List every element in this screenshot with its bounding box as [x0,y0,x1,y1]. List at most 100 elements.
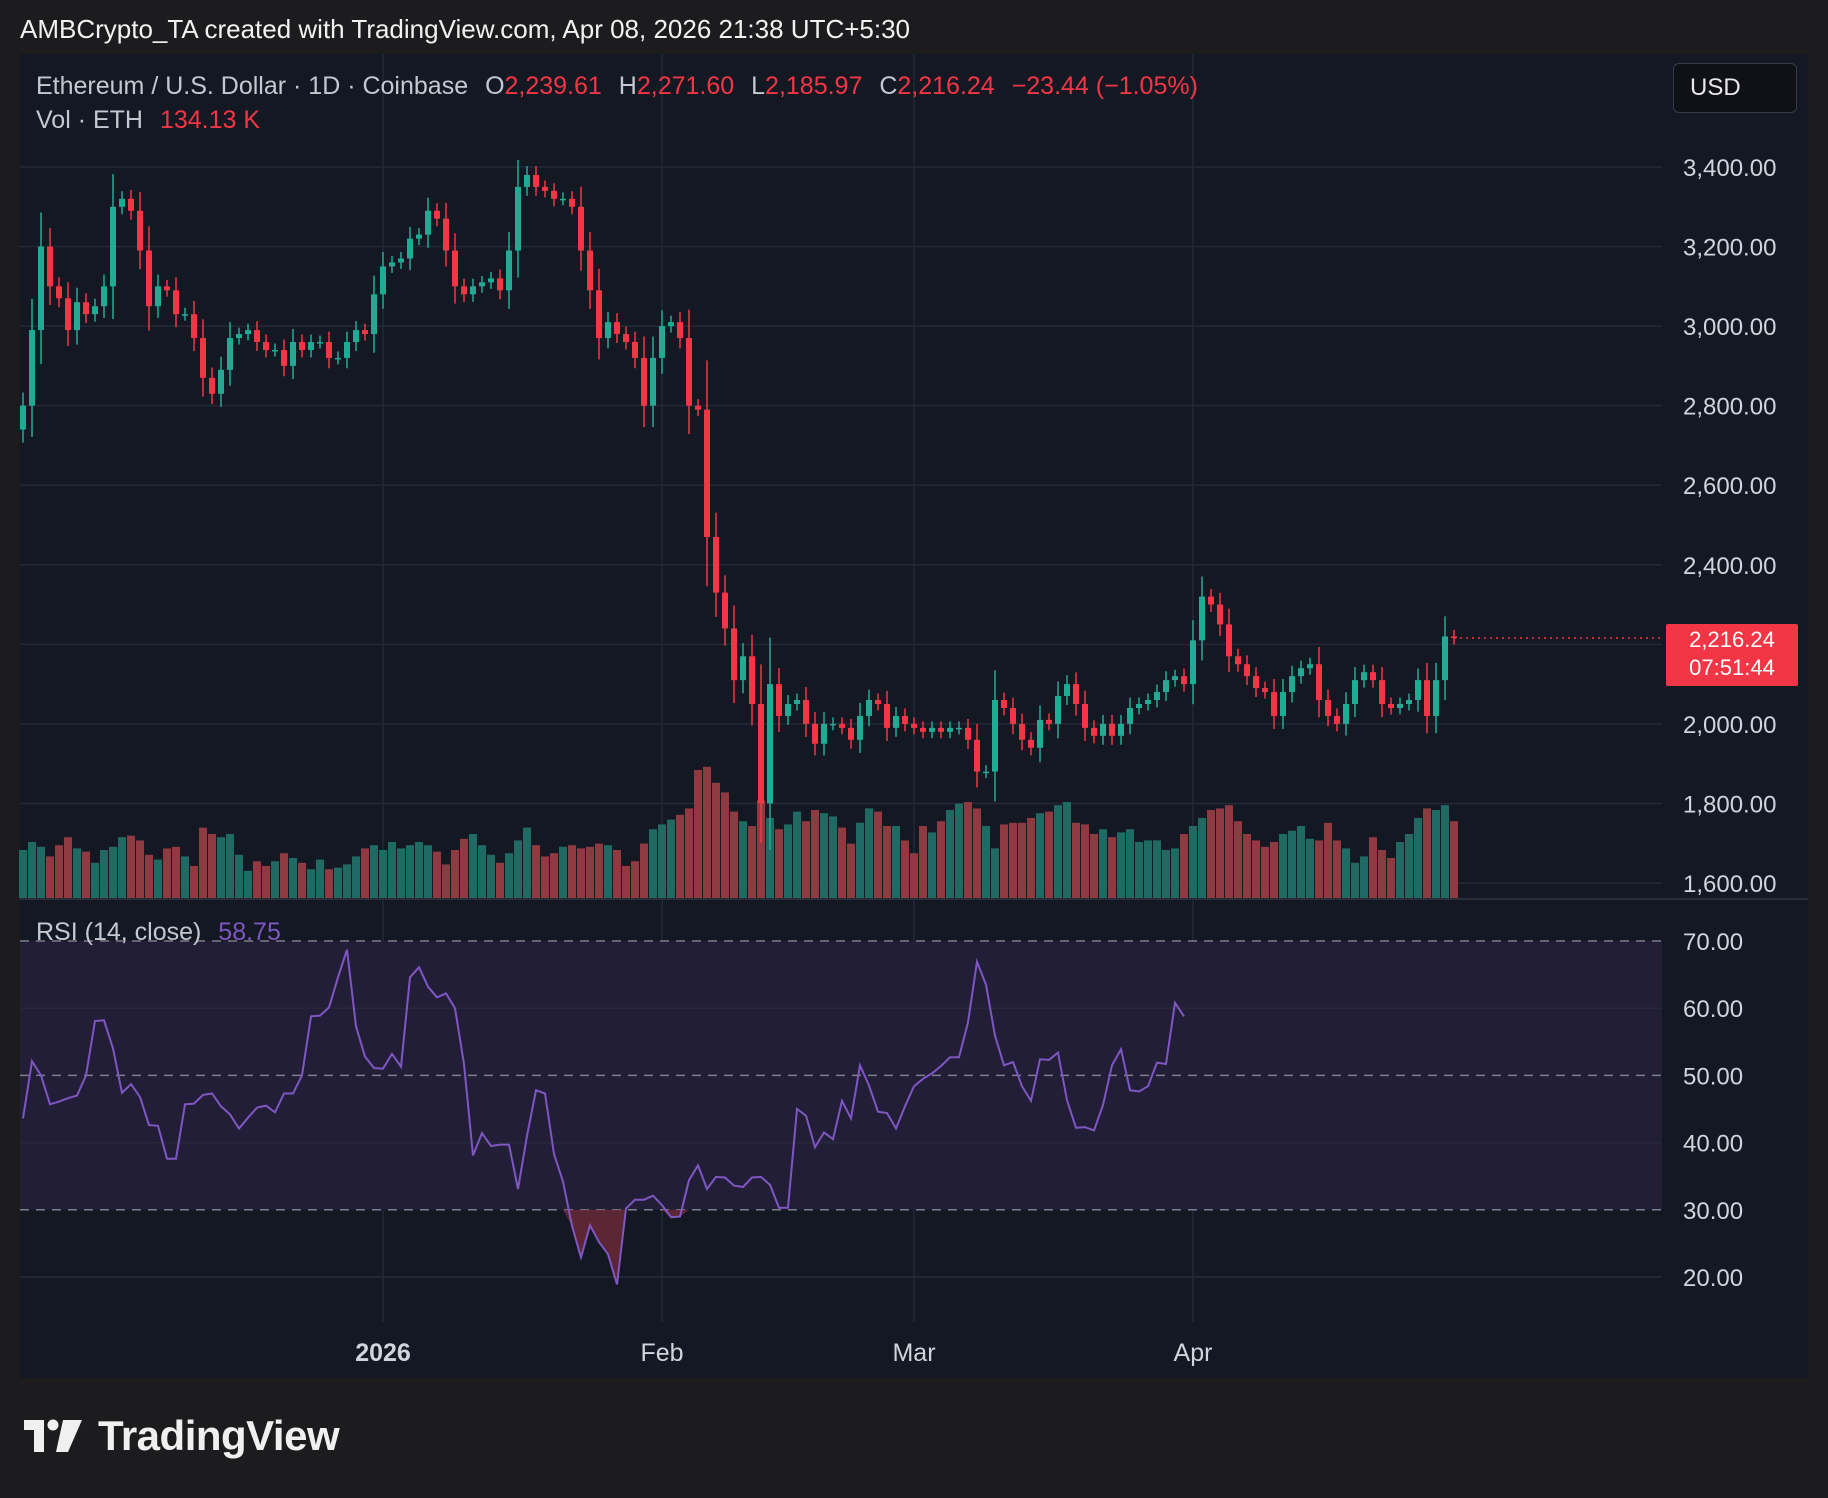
volume-bar [469,834,477,898]
candle-body [632,342,638,358]
candle-body [1190,640,1196,685]
candle-body [1001,700,1007,708]
volume-bar [1414,818,1422,898]
candle-body [155,286,161,307]
rsi-legend: RSI (14, close) 58.75 [36,918,281,947]
candle-body [902,715,908,724]
candle-body [821,723,827,744]
candle-body [1280,692,1286,716]
rsi-label[interactable]: RSI (14, close) [36,918,202,946]
candle-body [605,322,611,339]
volume-bar [1099,829,1107,898]
volume-bar [1162,850,1170,898]
candle-body [317,342,323,344]
volume-bar [82,851,90,898]
candle-body [29,330,35,406]
candle-body [407,238,413,259]
candle-body [686,338,692,406]
volume-bar [289,858,297,898]
volume-bar [1333,840,1341,898]
volume-bar [712,782,720,898]
volume-bar [1027,818,1035,898]
candle-body [1433,680,1439,716]
volume-bar [1360,856,1368,898]
volume-bar [955,803,963,898]
currency-button[interactable]: USD [1673,63,1797,113]
volume-bar [883,826,891,898]
price-tick-label: 3,400.00 [1683,155,1776,182]
candle-body [452,250,458,287]
candle-body [839,723,845,728]
volume-bar [1054,805,1062,898]
volume-bar [1000,824,1008,898]
candle-body [542,186,548,191]
candle-body [1289,676,1295,693]
candle-body [893,715,899,728]
candle-body [83,302,89,315]
volume-bar [865,808,873,898]
candle-body [92,306,98,315]
candle-body [128,198,134,211]
candle-body [812,723,818,744]
candle-body [1262,688,1268,693]
candle-body [218,369,224,394]
candle-body [272,349,278,352]
candle-body [1442,636,1448,681]
volume-bar [1432,810,1440,898]
volume-bar [721,792,729,898]
volume-bar [379,850,387,898]
volume-bar [199,827,207,898]
volume-bar [856,822,864,898]
volume-bar [1090,834,1098,898]
candle-body [1217,604,1223,625]
volume-bar [667,819,675,898]
volume-bar [793,811,801,898]
volume-bar [919,826,927,898]
volume-bar [127,835,135,898]
candle-body [1091,727,1097,736]
tradingview-logo-icon [24,1419,82,1452]
tradingview-brand[interactable]: TradingView [22,1412,340,1460]
candle-body [416,234,422,239]
volume-bar [1072,822,1080,898]
volume-bar [1153,840,1161,898]
volume-value: 134.13 K [159,106,261,134]
symbol-title[interactable]: Ethereum / U.S. Dollar · 1D · Coinbase [36,72,469,100]
candle-body [1325,700,1331,716]
volume-bar [640,843,648,898]
volume-bar [829,816,837,898]
candle-body [1145,700,1151,704]
volume-bar [568,845,576,898]
candle-body [1199,596,1205,641]
candle-body [722,592,728,629]
candle-body [929,727,935,732]
volume-label[interactable]: Vol · ETH [36,106,143,134]
volume-legend: Vol · ETH 134.13 K [36,106,260,135]
volume-bar [1351,862,1359,898]
candle-body [785,704,791,716]
candle-body [596,290,602,339]
volume-bar [658,824,666,898]
volume-bar [1018,822,1026,898]
volume-bar [307,869,315,898]
candle-body [1208,596,1214,605]
volume-bar [1324,822,1332,898]
candle-body [992,700,998,772]
candle-body [1406,700,1412,704]
volume-bar [559,846,567,898]
volume-bar [847,843,855,898]
candle-body [1010,707,1016,724]
candle-body [74,302,80,331]
volume-bar [415,842,423,898]
volume-bar [1045,811,1053,898]
volume-bar [334,867,342,898]
volume-bar [235,854,243,898]
volume-bar [172,846,180,898]
candle-body [1172,676,1178,681]
time-tick-label: Apr [1174,1339,1213,1367]
volume-bar [1135,842,1143,898]
price-tick-label: 2,000.00 [1683,712,1776,739]
rsi-value: 58.75 [218,918,281,946]
volume-bar [1063,802,1071,898]
